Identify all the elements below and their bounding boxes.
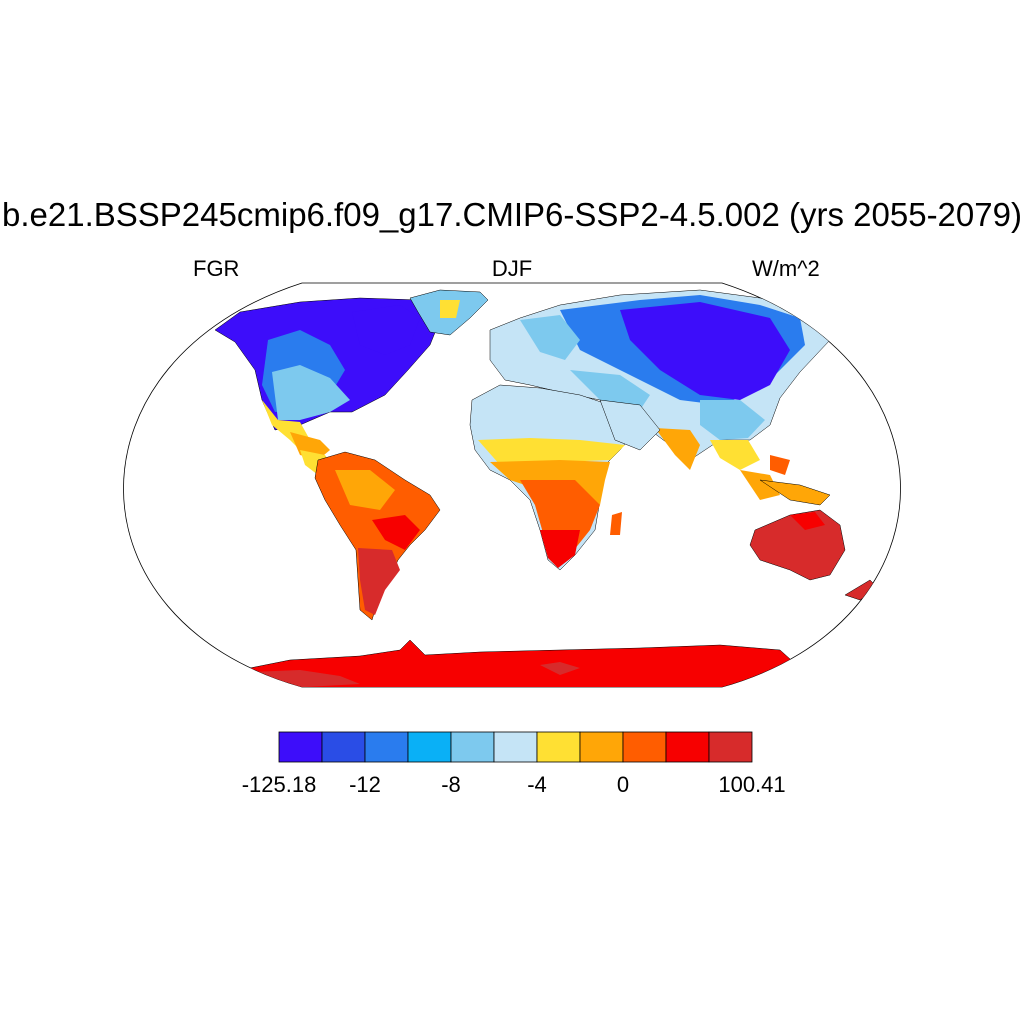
colorbar-box [278, 731, 323, 763]
colorbar-tick-label: 0 [617, 772, 629, 797]
colorbar-tick-label: -8 [441, 772, 461, 797]
antarctica [249, 639, 801, 687]
colorbar-tick-label: -4 [527, 772, 547, 797]
arabia [599, 399, 661, 451]
colorbar-box [493, 731, 538, 763]
colorbar-box [536, 731, 581, 763]
colorbar-tick-label: -12 [349, 772, 381, 797]
colorbar-box [665, 731, 710, 763]
colorbar-box [407, 731, 452, 763]
colorbar-box [708, 731, 753, 763]
season-label: DJF [491, 256, 533, 281]
colorbar-box [364, 731, 409, 763]
colorbar-tick-label: 100.41 [718, 772, 785, 797]
south-america [314, 451, 441, 621]
colorbar-box [622, 731, 667, 763]
eurasia [489, 289, 831, 500]
colorbar-tick-label: -125.18 [242, 772, 317, 797]
units-label: W/m^2 [752, 256, 820, 281]
colorbar-box [450, 731, 495, 763]
africa [469, 384, 641, 571]
colorbar-box [579, 731, 624, 763]
variable-label: FGR [193, 256, 240, 281]
plot-title: b.e21.BSSP245cmip6.f09_g17.CMIP6-SSP2-4.… [2, 196, 1022, 233]
colorbar-box [321, 731, 366, 763]
north-america [214, 297, 441, 478]
australia [749, 509, 846, 581]
